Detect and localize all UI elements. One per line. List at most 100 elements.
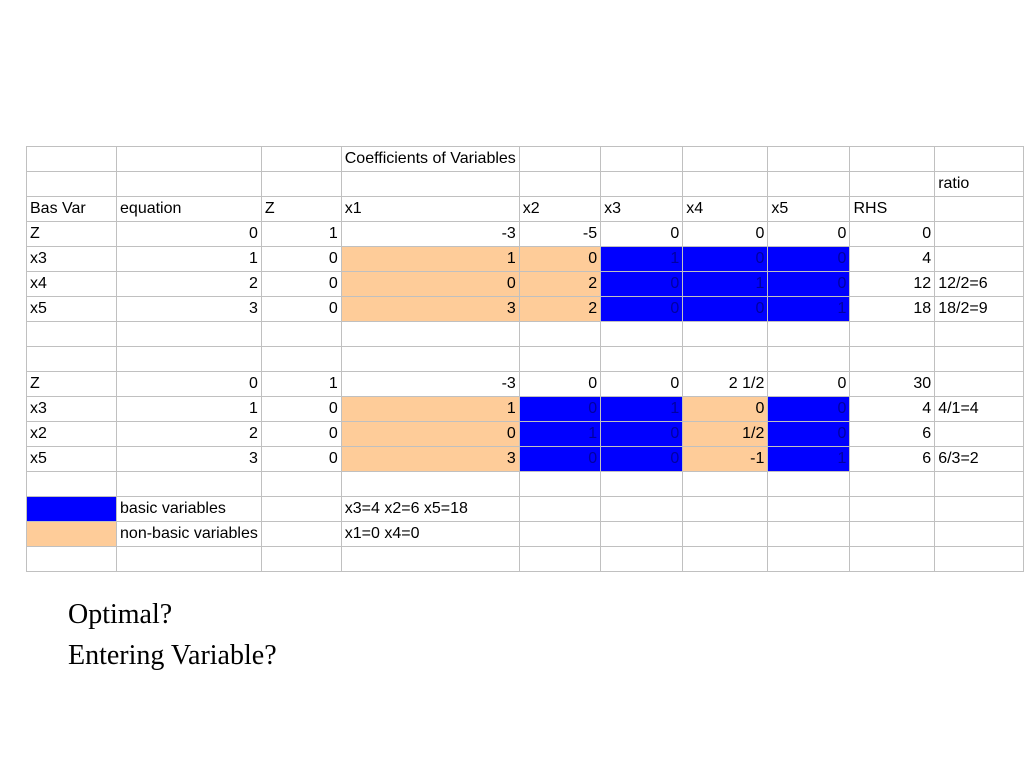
table-cell: -5: [518, 221, 602, 247]
table-cell: [340, 471, 520, 497]
table-cell: 0: [340, 421, 520, 447]
table-cell: [518, 546, 602, 572]
table-cell: [260, 171, 342, 197]
table-cell: [682, 471, 769, 497]
table-cell: 0: [518, 246, 602, 272]
table-cell: [767, 471, 851, 497]
table-row: x3 1 0 1 0 1 0 0 4: [25, 246, 1024, 272]
table-cell: [116, 546, 262, 572]
tableau-body: Coefficients of Variables ratio Bas Var equ…: [25, 146, 1024, 572]
table-cell: [600, 171, 684, 197]
table-cell: [767, 496, 851, 522]
table-cell: [767, 546, 851, 572]
table-cell: 0: [600, 371, 684, 397]
table-cell: 1: [600, 246, 684, 272]
table-cell: [25, 546, 118, 572]
table-cell: [260, 146, 342, 172]
table-cell: [25, 146, 118, 172]
table-row: x2 2 0 0 1 0 1/2 0 6: [25, 421, 1024, 447]
table-cell: 0: [767, 246, 851, 272]
table-cell: [682, 546, 769, 572]
table-cell: 4/1=4: [934, 396, 1024, 422]
table-cell: [25, 471, 118, 497]
table-cell: 0: [767, 371, 851, 397]
table-cell: [518, 346, 602, 372]
table-cell: [340, 546, 520, 572]
table-row: non-basic variables x1=0 x4=0: [25, 521, 1024, 547]
table-row: x5 3 0 3 2 0 0 1 18 18/2=9: [25, 296, 1024, 322]
table-cell: [116, 321, 262, 347]
table-cell: [260, 346, 342, 372]
table-cell: [767, 321, 851, 347]
table-cell: [260, 321, 342, 347]
table-cell: [600, 546, 684, 572]
table-cell: 3: [340, 446, 520, 472]
table-cell: [849, 496, 936, 522]
table-cell: 3: [116, 446, 262, 472]
table-cell: [600, 496, 684, 522]
table-cell: 30: [849, 371, 936, 397]
table-cell: [934, 321, 1024, 347]
table-cell: [260, 521, 342, 547]
table-cell: 2: [116, 421, 262, 447]
table-cell: [518, 171, 602, 197]
table-cell: 18: [849, 296, 936, 322]
table-cell: 0: [767, 421, 851, 447]
table-cell: 4: [849, 246, 936, 272]
table-cell: [340, 346, 520, 372]
table-cell: 0: [116, 221, 262, 247]
table-cell: 12/2=6: [934, 271, 1024, 297]
table-cell: ratio: [934, 171, 1024, 197]
table-cell: [340, 171, 520, 197]
table-cell: 6: [849, 446, 936, 472]
table-cell: x3=4 x2=6 x5=18: [340, 496, 520, 522]
table-cell: [849, 471, 936, 497]
table-cell: -1: [682, 446, 769, 472]
table-cell: 0: [682, 396, 769, 422]
table-cell: [767, 171, 851, 197]
table-cell: basic variables: [116, 496, 262, 522]
table-cell: x3: [25, 246, 118, 272]
table-cell: 0: [518, 396, 602, 422]
table-cell: [25, 346, 118, 372]
table-cell: [116, 171, 262, 197]
table-cell: -3: [340, 371, 520, 397]
table-cell: 12: [849, 271, 936, 297]
table-cell: [682, 521, 769, 547]
table-row: [25, 321, 1024, 347]
table-cell: [849, 521, 936, 547]
table-cell: [518, 521, 602, 547]
table-cell: 0: [600, 221, 684, 247]
table-cell: 4: [849, 396, 936, 422]
table-cell: x1=0 x4=0: [340, 521, 520, 547]
table-cell: [682, 496, 769, 522]
table-cell: [260, 546, 342, 572]
table-cell: x2: [25, 421, 118, 447]
table-cell: 2: [116, 271, 262, 297]
table-cell: Bas Var: [25, 196, 118, 222]
table-cell: [600, 146, 684, 172]
table-cell: 6: [849, 421, 936, 447]
table-cell: -3: [340, 221, 520, 247]
table-cell: [340, 321, 520, 347]
table-cell: 0: [682, 221, 769, 247]
table-cell: 0: [600, 421, 684, 447]
table-cell: [682, 346, 769, 372]
table-cell: 1: [260, 371, 342, 397]
table-cell: [600, 346, 684, 372]
table-cell: Z: [25, 221, 118, 247]
table-cell: 2 1/2: [682, 371, 769, 397]
table-cell: 1: [767, 296, 851, 322]
table-cell: 0: [260, 296, 342, 322]
table-cell: RHS: [849, 196, 936, 222]
table-cell: 1: [116, 396, 262, 422]
table-row: basic variables x3=4 x2=6 x5=18: [25, 496, 1024, 522]
table-cell: [518, 496, 602, 522]
table-row: [25, 471, 1024, 497]
table-row: x4 2 0 0 2 0 1 0 12 12/2=6: [25, 271, 1024, 297]
table-cell: [849, 546, 936, 572]
table-cell: 0: [600, 296, 684, 322]
table-cell: x2: [518, 196, 602, 222]
table-cell: [518, 471, 602, 497]
table-cell: [934, 521, 1024, 547]
